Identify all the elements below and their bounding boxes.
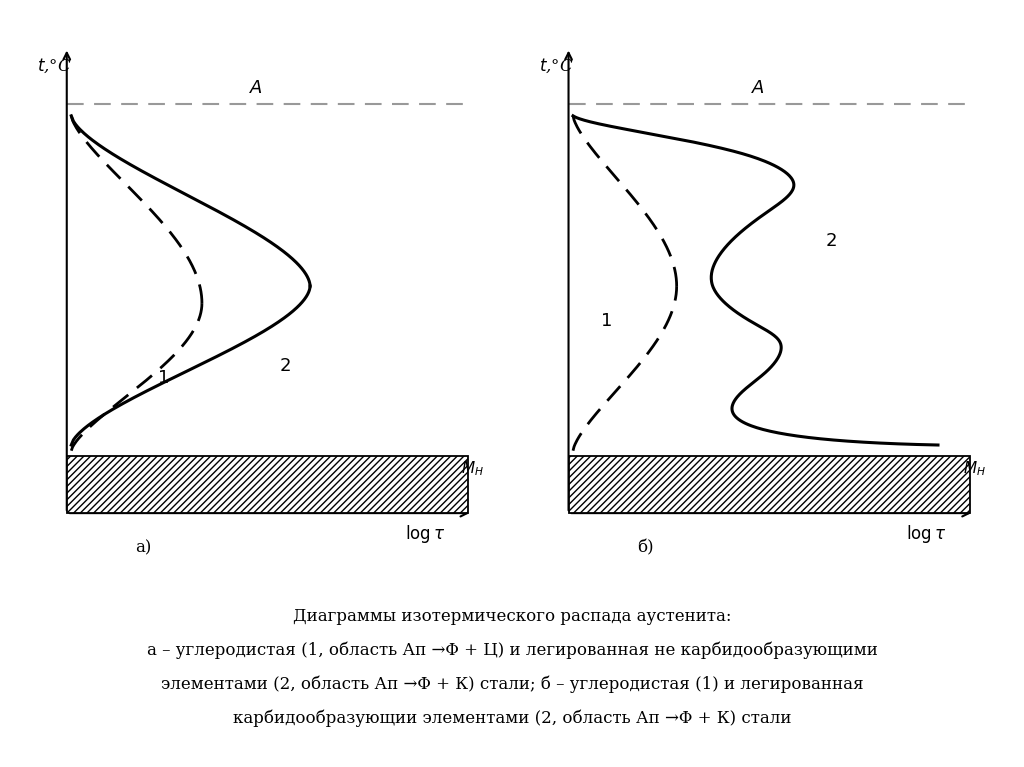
Text: а – углеродистая (1, область Ап →Φ + Ц) и легированная не карбидообразующими: а – углеродистая (1, область Ап →Φ + Ц) … [146, 641, 878, 659]
Text: б): б) [637, 540, 653, 557]
Bar [67, 456, 468, 513]
Text: элементами (2, область Ап →Φ + К) стали; б – углеродистая (1) и легированная: элементами (2, область Ап →Φ + К) стали;… [161, 675, 863, 693]
Text: $A$: $A$ [751, 79, 765, 97]
Bar [568, 456, 970, 513]
Text: $t$,°C: $t$,°C [38, 56, 72, 74]
Text: $t$,°C: $t$,°C [540, 56, 573, 74]
Text: Диаграммы изотермического распада аустенита:: Диаграммы изотермического распада аустен… [293, 608, 731, 625]
Text: $2$: $2$ [279, 357, 290, 375]
Text: карбидообразующии элементами (2, область Ап →Φ + К) стали: карбидообразующии элементами (2, область… [232, 709, 792, 726]
Text: $M_H$: $M_H$ [963, 459, 986, 478]
Text: $1$: $1$ [157, 369, 169, 387]
Text: $\log\tau$: $\log\tau$ [906, 522, 946, 545]
Text: $\log\tau$: $\log\tau$ [404, 522, 444, 545]
Text: $M_H$: $M_H$ [461, 459, 484, 478]
Text: $A$: $A$ [249, 79, 263, 97]
Text: $2$: $2$ [825, 232, 837, 250]
Text: а): а) [135, 540, 152, 557]
Text: $1$: $1$ [600, 312, 611, 330]
